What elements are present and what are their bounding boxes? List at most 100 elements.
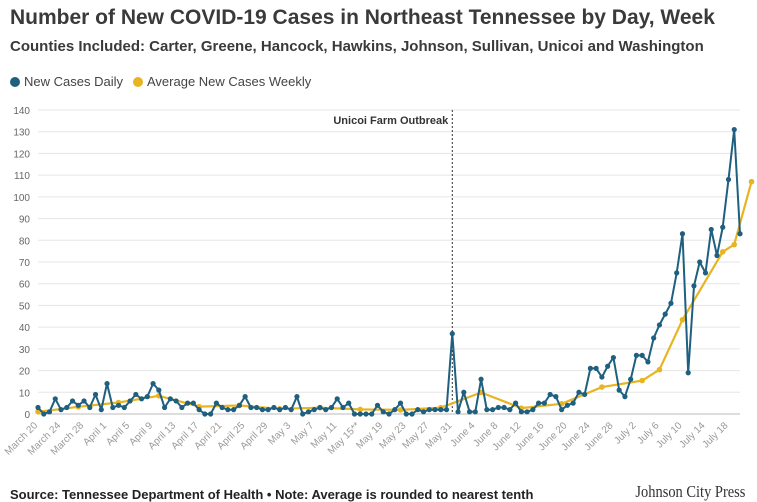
daily-point <box>668 300 674 306</box>
daily-point <box>564 402 570 408</box>
daily-point <box>725 176 732 183</box>
daily-point <box>409 411 415 417</box>
daily-point <box>190 400 196 406</box>
daily-point <box>449 331 455 337</box>
daily-point <box>357 411 363 417</box>
y-tick-label: 0 <box>24 410 30 421</box>
series-line-weekly <box>36 180 753 413</box>
daily-point <box>541 400 547 406</box>
daily-point <box>369 411 375 417</box>
daily-point <box>524 409 530 415</box>
daily-point <box>219 404 225 411</box>
daily-point <box>616 387 622 393</box>
daily-point <box>277 407 283 413</box>
chart-subtitle: Counties Included: Carter, Greene, Hanco… <box>10 38 704 55</box>
daily-point <box>380 409 386 415</box>
daily-point <box>156 387 162 393</box>
y-tick-label: 60 <box>19 280 31 291</box>
daily-point <box>587 365 593 371</box>
y-tick-label: 20 <box>19 367 31 378</box>
daily-point <box>334 396 340 402</box>
daily-point <box>35 404 41 411</box>
daily-point <box>547 391 553 398</box>
daily-point <box>593 365 599 371</box>
daily-point <box>69 398 76 404</box>
daily-point <box>582 391 588 398</box>
legend-item-weekly[interactable]: Average New Cases Weekly <box>132 74 311 89</box>
y-tick-label: 120 <box>13 149 30 160</box>
daily-point <box>679 231 686 237</box>
source-note: Source: Tennessee Department of Health •… <box>10 487 534 502</box>
daily-point <box>489 407 496 413</box>
y-tick-label: 80 <box>19 236 31 247</box>
daily-point <box>127 398 133 404</box>
daily-point <box>662 311 668 317</box>
daily-point <box>300 411 306 417</box>
y-tick-label: 70 <box>19 258 31 269</box>
brand-logo: Johnson City Press <box>634 482 745 501</box>
daily-point <box>472 409 478 415</box>
daily-point <box>397 400 404 406</box>
x-tick-label: July 18 <box>700 420 730 450</box>
daily-point <box>161 404 168 411</box>
daily-point <box>737 231 743 237</box>
daily-point <box>317 404 323 411</box>
daily-point <box>512 400 519 406</box>
daily-point <box>81 398 87 404</box>
daily-point <box>110 404 116 411</box>
daily-point <box>121 404 127 411</box>
legend-swatch-daily <box>10 76 20 87</box>
daily-point <box>697 259 703 265</box>
daily-point <box>714 252 720 259</box>
x-tick-label: April 1 <box>81 420 109 448</box>
daily-point <box>553 394 559 400</box>
daily-point <box>288 407 294 413</box>
weekly-point <box>357 406 364 413</box>
daily-point <box>691 283 697 289</box>
y-tick-label: 50 <box>19 301 31 312</box>
daily-point <box>115 402 122 408</box>
daily-point <box>242 394 248 400</box>
daily-point <box>58 407 64 413</box>
daily-point <box>104 381 110 387</box>
weekly-point <box>731 241 738 248</box>
daily-point <box>495 404 501 411</box>
daily-point <box>536 400 542 406</box>
y-tick-label: 110 <box>14 171 30 182</box>
daily-point <box>570 400 576 406</box>
daily-point <box>167 396 173 402</box>
daily-point <box>87 404 93 411</box>
legend-item-daily[interactable]: New Cases Daily <box>10 74 123 89</box>
daily-point <box>41 411 47 417</box>
daily-point <box>392 407 398 413</box>
y-tick-label: 10 <box>19 388 31 399</box>
y-tick-label: 30 <box>19 345 31 356</box>
daily-point <box>651 335 657 341</box>
daily-point <box>610 354 617 361</box>
daily-point <box>461 389 467 395</box>
daily-point <box>518 409 524 415</box>
y-tick-label: 140 <box>13 106 30 117</box>
daily-point <box>426 407 432 413</box>
x-tick-label: April 5 <box>104 420 132 448</box>
daily-point <box>403 411 409 417</box>
y-tick-label: 90 <box>19 215 31 226</box>
daily-point <box>363 411 369 417</box>
daily-point <box>328 404 335 411</box>
weekly-point <box>748 178 755 185</box>
daily-point <box>708 226 714 233</box>
daily-point <box>213 400 219 406</box>
daily-point <box>415 407 421 413</box>
daily-point <box>507 407 513 413</box>
daily-point <box>628 376 634 382</box>
daily-point <box>599 374 605 380</box>
chart-title: Number of New COVID-19 Cases in Northeas… <box>10 6 715 29</box>
daily-point <box>438 407 444 413</box>
daily-point <box>720 224 726 230</box>
daily-point <box>196 407 202 413</box>
daily-point <box>52 396 58 402</box>
daily-point <box>443 407 450 413</box>
daily-point <box>455 409 461 415</box>
x-tick-label: May 31 <box>423 420 454 451</box>
daily-point <box>133 391 139 398</box>
